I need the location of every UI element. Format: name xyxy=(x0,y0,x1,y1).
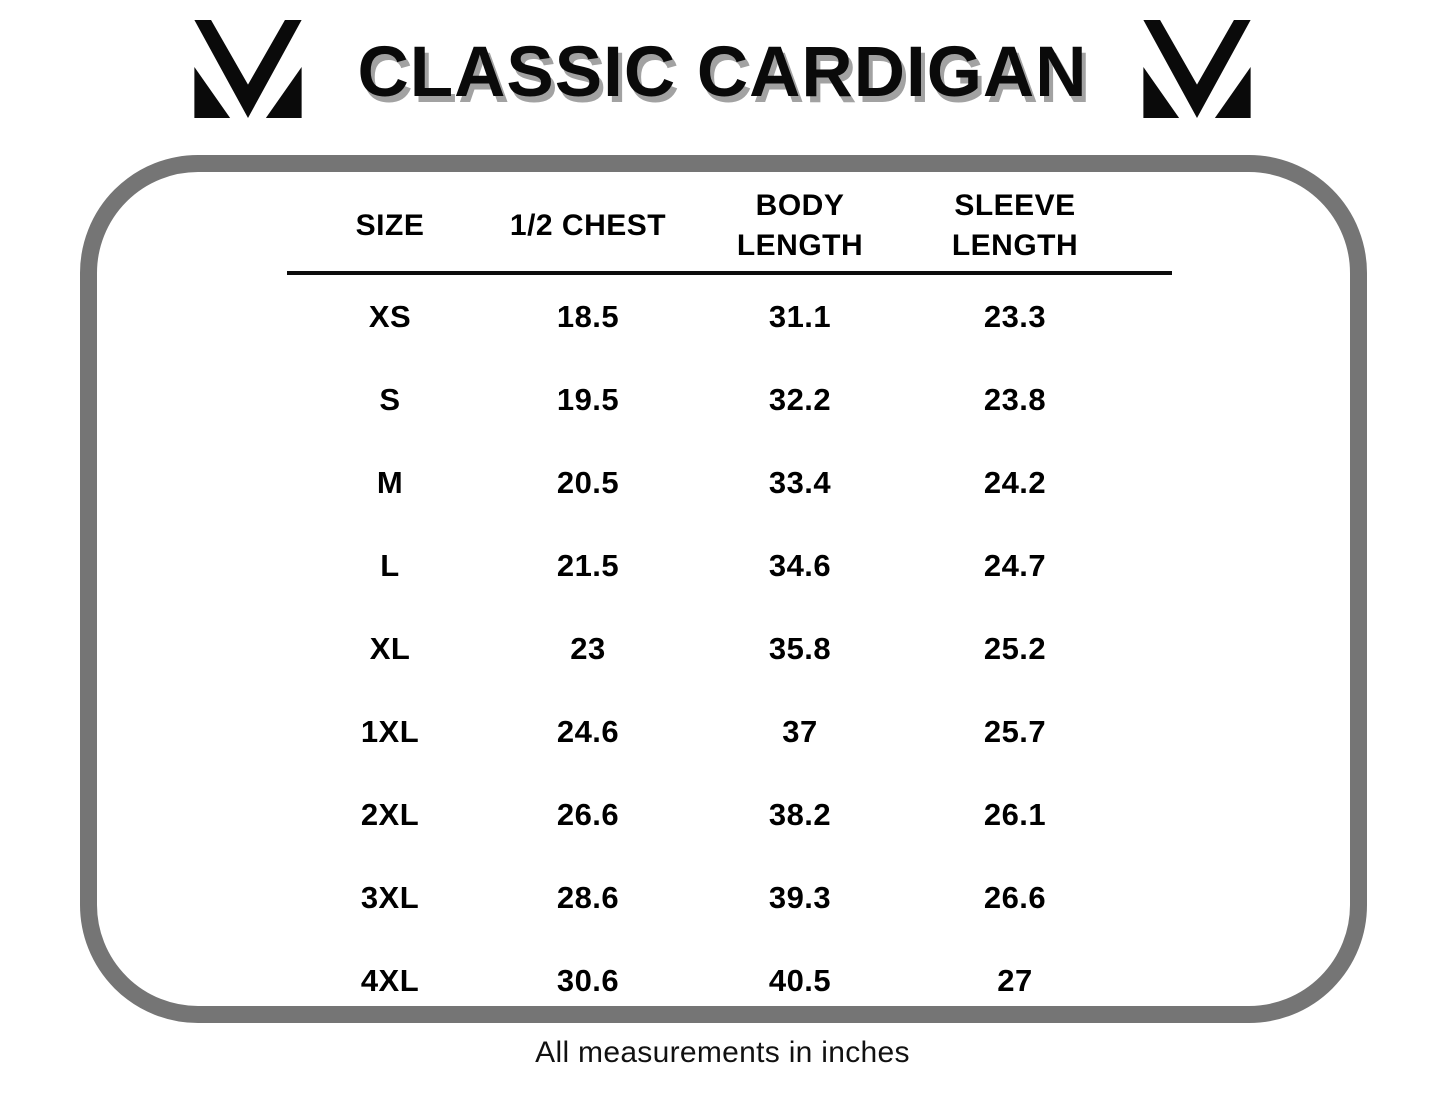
table-cell: 35.8 xyxy=(768,631,832,667)
table-cell: 19.5 xyxy=(556,382,620,418)
table-row: 2XL 26.6 38.2 26.1 xyxy=(287,774,1175,857)
table-body: XS 18.5 31.1 23.3 S 19.5 32.2 23.8 M 20.5 33.4 24.2… xyxy=(287,276,1175,1023)
table-cell: 27 xyxy=(997,963,1033,999)
table-cell: S xyxy=(379,382,401,418)
size-chart-frame xyxy=(80,155,1367,1023)
table-cell: 4XL xyxy=(360,963,420,999)
table-row: XS 18.5 31.1 23.3 xyxy=(287,276,1175,359)
column-header: SLEEVE LENGTH xyxy=(951,189,1079,262)
table-cell: 40.5 xyxy=(768,963,832,999)
header-divider-line xyxy=(287,270,1172,275)
table-cell: 26.6 xyxy=(556,797,620,833)
table-row: S 19.5 32.2 23.8 xyxy=(287,359,1175,442)
table-row: XL 23 35.8 25.2 xyxy=(287,608,1175,691)
table-cell: 37 xyxy=(782,714,818,750)
table-cell: 33.4 xyxy=(768,465,832,501)
table-row: 3XL 28.6 39.3 26.6 xyxy=(287,857,1175,940)
table-cell: 32.2 xyxy=(768,382,832,418)
table-row: 1XL 24.6 37 25.7 xyxy=(287,691,1175,774)
table-cell: L xyxy=(380,548,400,584)
table-cell: 30.6 xyxy=(556,963,620,999)
page-header: CLASSIC CARDIGAN xyxy=(0,20,1445,118)
table-cell: 21.5 xyxy=(556,548,620,584)
table-cell: 2XL xyxy=(360,797,420,833)
table-cell: 26.6 xyxy=(983,880,1047,916)
column-header: 1/2 CHEST xyxy=(509,208,667,242)
table-cell: 28.6 xyxy=(556,880,620,916)
table-cell: 25.7 xyxy=(983,714,1047,750)
table-cell: 3XL xyxy=(360,880,420,916)
table-cell: 26.1 xyxy=(983,797,1047,833)
size-table: SIZE 1/2 CHEST BODY LENGTH SLEEVE LENGTH XS… xyxy=(287,186,1175,1023)
table-cell: XL xyxy=(369,631,411,667)
table-cell: 1XL xyxy=(360,714,420,750)
page-title: CLASSIC CARDIGAN xyxy=(357,32,1088,112)
table-cell: 18.5 xyxy=(556,299,620,335)
table-cell: 24.6 xyxy=(556,714,620,750)
table-cell: 23.8 xyxy=(983,382,1047,418)
table-row: L 21.5 34.6 24.7 xyxy=(287,525,1175,608)
table-cell: 24.7 xyxy=(983,548,1047,584)
m-monogram-icon xyxy=(1141,20,1253,118)
table-row: M 20.5 33.4 24.2 xyxy=(287,442,1175,525)
table-cell: 34.6 xyxy=(768,548,832,584)
table-cell: 25.2 xyxy=(983,631,1047,667)
column-header: SIZE xyxy=(355,208,425,242)
table-header-row: SIZE 1/2 CHEST BODY LENGTH SLEEVE LENGTH xyxy=(287,186,1175,266)
table-cell: 20.5 xyxy=(556,465,620,501)
table-cell: XS xyxy=(368,299,412,335)
table-cell: 24.2 xyxy=(983,465,1047,501)
table-cell: 23 xyxy=(570,631,606,667)
column-header: BODY LENGTH xyxy=(736,189,864,262)
table-cell: M xyxy=(376,465,404,501)
table-cell: 38.2 xyxy=(768,797,832,833)
table-cell: 39.3 xyxy=(768,880,832,916)
footer-note: All measurements in inches xyxy=(535,1036,910,1069)
table-cell: 31.1 xyxy=(768,299,832,335)
table-row: 4XL 30.6 40.5 27 xyxy=(287,940,1175,1023)
m-monogram-icon xyxy=(192,20,304,118)
table-cell: 23.3 xyxy=(983,299,1047,335)
